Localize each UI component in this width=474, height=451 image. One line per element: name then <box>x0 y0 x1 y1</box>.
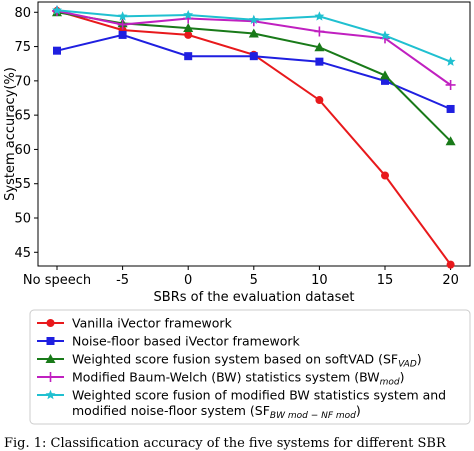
y-tick-label: 70 <box>14 74 31 89</box>
data-point <box>117 19 128 30</box>
data-point <box>314 26 325 37</box>
y-tick-label: 55 <box>14 177 31 192</box>
series-layer <box>52 5 456 269</box>
y-tick-label: 80 <box>14 6 31 21</box>
y-tick-label: 60 <box>14 143 31 158</box>
data-point <box>446 104 455 113</box>
legend-item-5: Weighted score fusion of modified BW sta… <box>37 388 446 421</box>
data-point <box>183 23 194 33</box>
legend-label: Noise-floor based iVector framework <box>72 334 301 349</box>
data-point <box>314 42 325 52</box>
y-tick-label: 50 <box>14 212 31 227</box>
series-5 <box>52 5 456 66</box>
figure-caption: Fig. 1: Classification accuracy of the f… <box>4 436 446 451</box>
data-point <box>53 46 61 55</box>
data-point <box>381 171 389 180</box>
legend-item-1: Vanilla iVector framework <box>37 316 233 331</box>
y-tick-label: 75 <box>14 40 31 55</box>
legend-label-line2: modified noise-floor system (SFBW mod − … <box>72 403 361 421</box>
x-tick-label: 0 <box>184 273 192 288</box>
plot-frame <box>37 1 471 267</box>
x-tick-label: No speech <box>23 273 91 288</box>
x-axis: No speech -5 0 5 10 15 20 <box>23 266 459 288</box>
data-point <box>183 9 194 20</box>
y-axis-label: System accuracy(%) <box>3 67 18 201</box>
data-point <box>184 52 193 61</box>
data-point <box>445 79 456 90</box>
data-point <box>315 96 324 105</box>
legend-box <box>29 309 471 425</box>
legend-item-4: Modified Baum-Welch (BW) statistics syst… <box>37 370 405 388</box>
x-tick-label: 20 <box>442 273 459 288</box>
legend: Vanilla iVector framework Noise-floor bas… <box>29 309 471 425</box>
data-point <box>381 76 389 85</box>
series-line <box>56 9 452 266</box>
legend-label: Weighted score fusion of modified BW sta… <box>72 388 446 403</box>
data-point <box>446 260 455 269</box>
legend-item-3: Weighted score fusion system based on so… <box>37 352 422 370</box>
legend-label: Weighted score fusion system based on so… <box>72 352 422 370</box>
data-point <box>249 52 258 61</box>
legend-label: Modified Baum-Welch (BW) statistics syst… <box>72 370 405 388</box>
data-point <box>380 70 390 80</box>
legend-swatch-marker <box>46 337 55 345</box>
data-point <box>248 14 259 25</box>
data-point <box>118 30 127 39</box>
data-point <box>248 28 259 38</box>
legend-label: Vanilla iVector framework <box>72 316 233 331</box>
data-point <box>184 30 193 39</box>
data-point <box>315 57 324 66</box>
x-tick-label: 5 <box>250 273 258 288</box>
x-tick-label: -5 <box>116 273 129 288</box>
data-point <box>445 56 456 66</box>
series-line <box>56 33 451 110</box>
x-axis-label: SBRs of the evaluation dataset <box>154 290 355 305</box>
y-axis: 45 50 55 60 65 70 75 80 <box>14 6 38 261</box>
data-point <box>380 30 390 40</box>
legend-swatch-marker <box>45 354 56 363</box>
data-point <box>117 11 128 21</box>
plot-area <box>37 1 471 267</box>
data-point <box>52 5 62 15</box>
y-tick-label: 45 <box>14 246 31 261</box>
legend-swatch-marker <box>45 389 56 400</box>
legend-item-2: Noise-floor based iVector framework <box>37 334 301 349</box>
legend-swatch-marker <box>45 372 56 382</box>
legend-swatch-marker <box>46 319 55 327</box>
x-tick-label: 15 <box>377 273 394 288</box>
data-point <box>445 136 456 146</box>
data-point <box>314 11 325 21</box>
series-2 <box>53 30 455 113</box>
y-tick-label: 65 <box>14 109 31 124</box>
x-tick-label: 10 <box>311 273 328 288</box>
